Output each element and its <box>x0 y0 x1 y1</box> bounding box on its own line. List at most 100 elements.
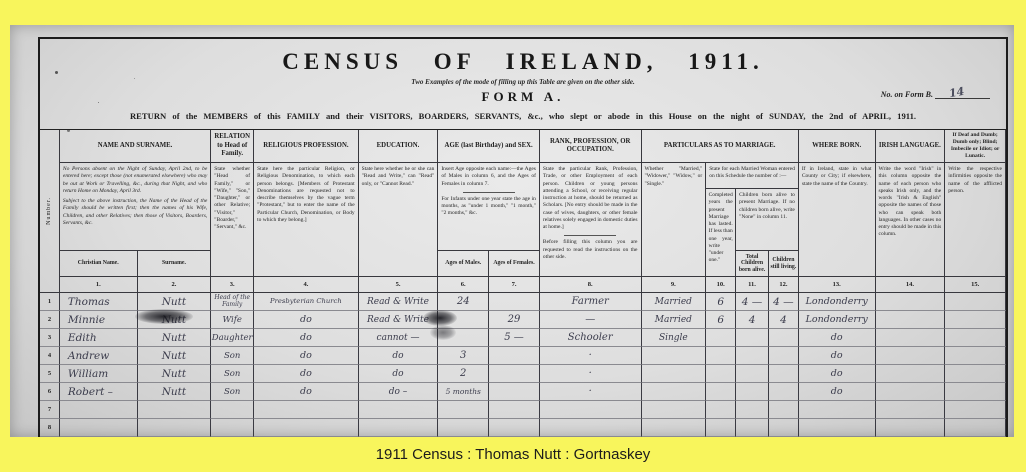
cell-years-row3 <box>706 329 737 347</box>
cell-christian-row6: Robert – <box>59 383 138 401</box>
cell-surname-row5: Nutt <box>137 365 212 383</box>
cell-no-row8: 8 <box>40 419 60 437</box>
cell-born-row3: do <box>798 329 876 347</box>
instructions-age: Insert Age opposite each name:—the Ages … <box>438 163 540 251</box>
cell-occupation-row6: · <box>539 383 642 401</box>
cell-years-row5 <box>706 365 737 383</box>
cell-occupation-row1: Farmer <box>539 293 642 311</box>
cell-marriage-row4 <box>641 347 707 365</box>
ink-blot <box>135 309 193 324</box>
cell-occupation-row4: · <box>539 347 642 365</box>
cell-infirmity-row8 <box>945 419 1006 437</box>
subheader-children-living: Children still living. <box>768 251 799 277</box>
cell-irish-row3 <box>875 329 946 347</box>
col-number-4: 4. <box>254 277 359 293</box>
cell-no-row4: 4 <box>40 347 60 365</box>
cell-no-row6: 6 <box>40 383 60 401</box>
cell-relation-row7 <box>211 401 255 419</box>
cell-infirmity-row4 <box>945 347 1006 365</box>
cell-age_m-row6: 5 months <box>438 383 490 401</box>
cell-christian-row7 <box>59 401 138 419</box>
cell-relation-row3: Daughter <box>211 329 255 347</box>
cell-relation-row1: Head of the Family <box>211 293 255 311</box>
cell-surname-row3: Nutt <box>137 329 212 347</box>
col-number-9: 9. <box>641 277 707 293</box>
cell-irish-row6 <box>875 383 946 401</box>
instructions-irish: Write the word "Irish" in this column op… <box>875 163 946 277</box>
cell-born-row4: do <box>798 347 876 365</box>
cell-religion-row6: do <box>254 383 359 401</box>
cell-age_m-row3 <box>438 329 490 347</box>
col-number-10: 10. <box>706 277 737 293</box>
col-number-11: 11. <box>736 277 769 293</box>
cell-total-row5 <box>736 365 769 383</box>
cell-christian-row4: Andrew <box>59 347 138 365</box>
cell-living-row6 <box>768 383 799 401</box>
cell-christian-row8 <box>59 419 138 437</box>
census-grid: Number. NAME AND SURNAME. RELATION to He… <box>40 129 1006 437</box>
instructions-religion: State here the particular Religion, or R… <box>254 163 359 277</box>
cell-age_m-row7 <box>438 401 490 419</box>
cell-marriage-row3: Single <box>641 329 707 347</box>
cell-infirmity-row1 <box>945 293 1006 311</box>
cell-years-row1: 6 <box>706 293 737 311</box>
cell-infirmity-row7 <box>945 401 1006 419</box>
cell-relation-row5: Son <box>211 365 255 383</box>
col-number-8: 8. <box>539 277 642 293</box>
instructions-occupation: State the particular Rank, Profession, T… <box>539 163 642 277</box>
cell-education-row5: do <box>358 365 439 383</box>
cell-infirmity-row2 <box>945 311 1006 329</box>
cell-marriage-row1: Married <box>641 293 707 311</box>
cell-age_f-row6 <box>489 383 540 401</box>
instructions-marriage-whether: Whether "Married," "Widower," "Widow," o… <box>641 163 707 277</box>
col-header-religion: RELIGIOUS PROFESSION. <box>254 130 359 163</box>
subheader-ages-females: Ages of Females. <box>489 251 540 277</box>
cell-total-row1: 4 — <box>736 293 769 311</box>
col-number-2: 2. <box>137 277 212 293</box>
paper-specks <box>55 71 58 74</box>
cell-surname-row1: Nutt <box>137 293 212 311</box>
instructions-married-woman: State for each Married Woman entered on … <box>706 163 799 189</box>
cell-religion-row7 <box>254 401 359 419</box>
cell-irish-row8 <box>875 419 946 437</box>
col-header-name: NAME AND SURNAME. <box>59 130 212 163</box>
return-statement: RETURN of the MEMBERS of this FAMILY and… <box>129 111 917 121</box>
col-number-5: 5. <box>358 277 439 293</box>
cell-religion-row5: do <box>254 365 359 383</box>
instructions-children-born: Children born alive to present Marriage.… <box>736 189 799 251</box>
cell-education-row3: cannot — <box>358 329 439 347</box>
form-b-number: No. on Form B. 14 <box>881 85 990 100</box>
col-header-relation: RELATION to Head of Family. <box>211 130 255 163</box>
cell-irish-row5 <box>875 365 946 383</box>
cell-no-row7: 7 <box>40 401 60 419</box>
cell-education-row7 <box>358 401 439 419</box>
col-number-1: 1. <box>59 277 138 293</box>
cell-surname-row8 <box>137 419 212 437</box>
subheader-ages-males: Ages of Males. <box>438 251 490 277</box>
instructions-infirmity: Write the respective infirmities opposit… <box>945 163 1006 277</box>
subheader-total-children: Total Children born alive. <box>736 251 769 277</box>
col-number-12: 12. <box>768 277 799 293</box>
cell-born-row8 <box>798 419 876 437</box>
cell-marriage-row8 <box>641 419 707 437</box>
cell-marriage-row6 <box>641 383 707 401</box>
census-scan-image: CENSUS OF IRELAND, 1911. Two Examples of… <box>10 25 1014 437</box>
cell-years-row6 <box>706 383 737 401</box>
cell-living-row3 <box>768 329 799 347</box>
cell-living-row7 <box>768 401 799 419</box>
cell-living-row8 <box>768 419 799 437</box>
form-subtitle: Two Examples of the mode of filling up t… <box>411 78 635 86</box>
cell-age_m-row2 <box>438 311 490 329</box>
cell-religion-row2: do <box>254 311 359 329</box>
cell-born-row6: do <box>798 383 876 401</box>
col-number-6: 6. <box>438 277 490 293</box>
cell-age_f-row1 <box>489 293 540 311</box>
census-form: CENSUS OF IRELAND, 1911. Two Examples of… <box>38 37 1008 437</box>
cell-living-row1: 4 — <box>768 293 799 311</box>
col-header-born: WHERE BORN. <box>798 130 876 163</box>
cell-living-row2: 4 <box>768 311 799 329</box>
col-header-irish: IRISH LANGUAGE. <box>875 130 946 163</box>
cell-born-row5: do <box>798 365 876 383</box>
cell-education-row6: do – <box>358 383 439 401</box>
cell-no-row3: 3 <box>40 329 60 347</box>
